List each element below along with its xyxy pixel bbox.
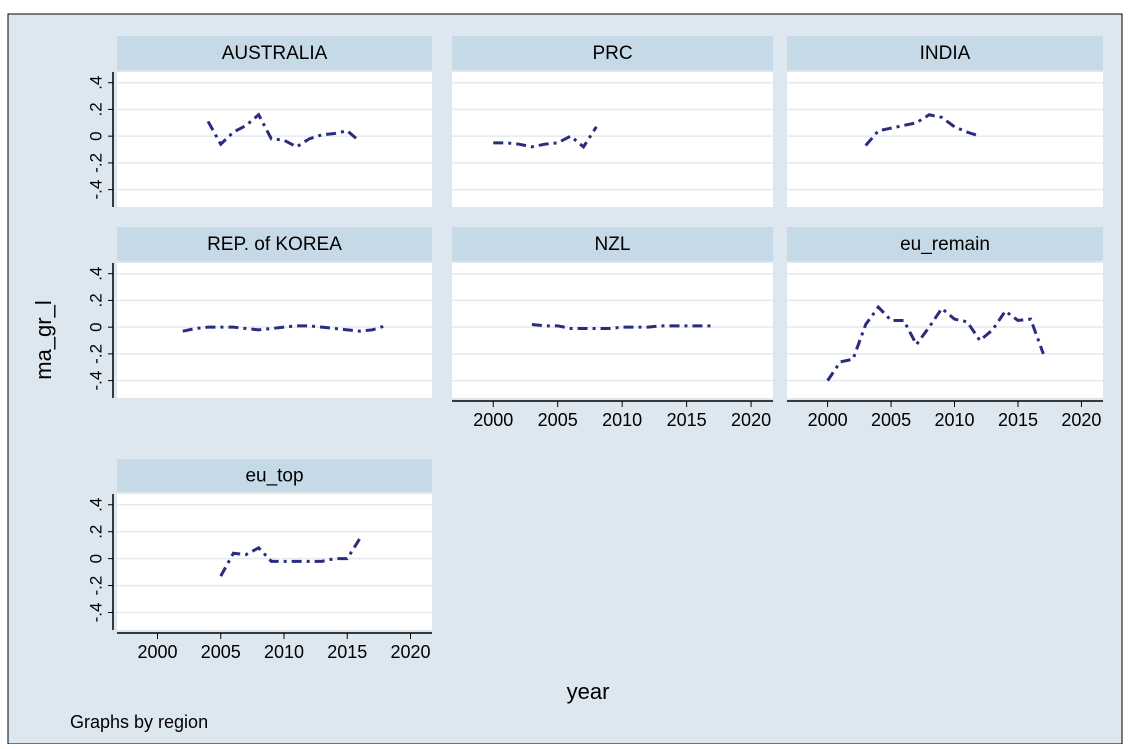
panel-header <box>117 36 432 70</box>
y-tick-label: 0 <box>86 131 105 140</box>
y-tick-label: .4 <box>86 498 105 512</box>
panel-header <box>452 36 773 70</box>
x-tick-label: 2015 <box>998 410 1038 430</box>
x-tick-label: 2010 <box>934 410 974 430</box>
y-tick-label: .4 <box>86 267 105 281</box>
x-tick-label: 2000 <box>137 642 177 662</box>
panel-title: NZL <box>595 234 631 255</box>
y-tick-label: 0 <box>86 554 105 563</box>
x-tick-label: 2005 <box>201 642 241 662</box>
line <box>493 125 598 150</box>
y-tick-label: -.4 <box>86 180 105 200</box>
y-tick-label: -.4 <box>86 371 105 391</box>
x-tick-label: 2000 <box>808 410 848 430</box>
y-tick-label: -.2 <box>86 576 105 596</box>
panel-header <box>452 227 773 261</box>
panel-header <box>117 459 432 492</box>
x-tick-label: 2020 <box>731 410 771 430</box>
x-tick-label: 2010 <box>602 410 642 430</box>
line <box>206 112 361 149</box>
y-tick-label: -.2 <box>86 344 105 364</box>
panel-title: eu_top <box>245 466 303 487</box>
plot-area <box>117 263 432 398</box>
y-tick-label: .4 <box>86 76 105 90</box>
y-axis-label: ma_gr_l <box>31 300 56 379</box>
panel-title: INDIA <box>920 43 971 64</box>
plot-area <box>452 72 773 207</box>
panel-header <box>117 227 432 261</box>
x-tick-label: 2015 <box>667 410 707 430</box>
y-tick-label: 0 <box>86 322 105 331</box>
y-tick-label: .2 <box>86 525 105 539</box>
y-tick-label: .2 <box>86 102 105 116</box>
panel-title: PRC <box>592 43 632 64</box>
panel-title: REP. of KOREA <box>207 234 342 255</box>
plot-area <box>787 72 1103 207</box>
plot-area <box>452 263 773 398</box>
line <box>182 324 386 333</box>
plot-area <box>787 263 1103 398</box>
panel-title: AUSTRALIA <box>222 43 328 64</box>
x-axis-label: year <box>567 679 610 704</box>
x-tick-label: 2005 <box>538 410 578 430</box>
x-tick-label: 2005 <box>871 410 911 430</box>
line <box>864 113 981 147</box>
line <box>531 322 713 330</box>
x-tick-label: 2000 <box>473 410 513 430</box>
y-tick-label: -.4 <box>86 603 105 623</box>
panel-header <box>787 36 1103 70</box>
x-tick-label: 2020 <box>1061 410 1101 430</box>
note: Graphs by region <box>70 712 208 732</box>
x-tick-label: 2015 <box>327 642 367 662</box>
x-tick-label: 2010 <box>264 642 304 662</box>
panel-header <box>787 227 1103 261</box>
y-tick-label: -.2 <box>86 153 105 173</box>
panel-title: eu_remain <box>900 234 990 255</box>
x-tick-label: 2020 <box>390 642 430 662</box>
plot-area <box>117 72 432 207</box>
y-tick-label: .2 <box>86 293 105 307</box>
line <box>826 304 1045 382</box>
